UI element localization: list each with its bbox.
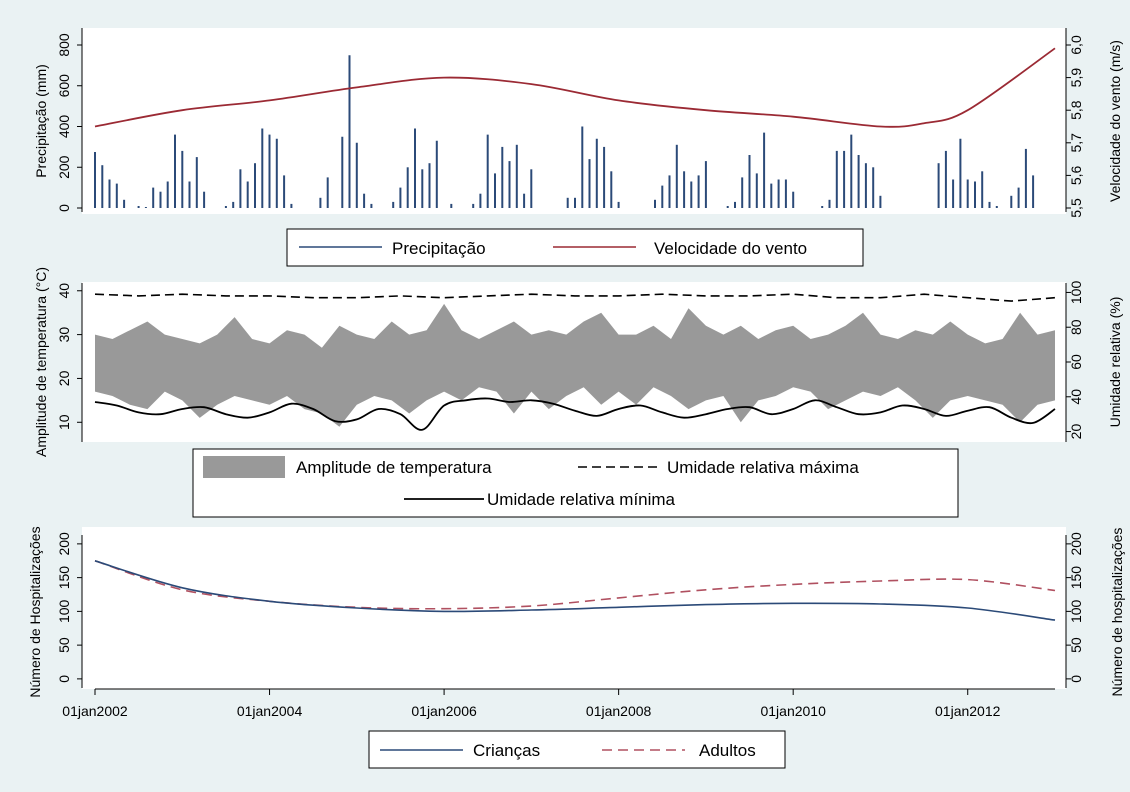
legend-label-criancas: Crianças xyxy=(473,741,540,760)
legend-label-umidade-maxima: Umidade relativa máxima xyxy=(667,458,859,477)
panel3-legend: Crianças Adultos xyxy=(368,730,786,769)
min-humidity-line xyxy=(94,397,1056,431)
panel1-right-axis: 5,5 5,6 5,7 5,8 5,9 6,0 xyxy=(1065,28,1084,218)
precipitation-bars xyxy=(94,55,1035,208)
panel3-x-tick-label: 01jan2010 xyxy=(760,703,826,719)
panel-precipitation-wind: 0 200 400 600 800 5,5 5,6 5,7 5,8 5,9 6,0 Precipi… xyxy=(33,28,1123,267)
panel3-x-axis: 01jan2002 01jan2004 01jan2006 01jan2008 01ja… xyxy=(62,688,1055,719)
panel1-right-tick-label: 5,9 xyxy=(1068,68,1084,88)
panel3-left-ylabel: Número de Hospitalizações xyxy=(27,526,43,697)
panel3-right-tick-label: 150 xyxy=(1068,566,1084,590)
panel3-x-tick-label: 01jan2012 xyxy=(935,703,1001,719)
panel3-left-tick-label: 0 xyxy=(56,675,72,683)
panel-temperature-humidity: 10 20 30 40 20 40 60 80 100 Amplitude de temper… xyxy=(33,267,1123,518)
panel1-right-tick-label: 5,8 xyxy=(1068,100,1084,120)
temperature-range-band xyxy=(95,303,1055,427)
panel3-right-tick-label: 50 xyxy=(1068,637,1084,653)
panel2-right-tick-label: 60 xyxy=(1068,354,1084,370)
panel3-right-tick-label: 0 xyxy=(1068,675,1084,683)
panel1-right-tick-label: 5,6 xyxy=(1068,165,1084,185)
panel1-left-tick-label: 200 xyxy=(56,155,72,179)
panel3-x-tick-label: 01jan2008 xyxy=(586,703,652,719)
panel2-right-tick-label: 20 xyxy=(1068,424,1084,440)
panel2-right-axis: 20 40 60 80 100 xyxy=(1065,281,1084,442)
legend-label-velocidade: Velocidade do vento xyxy=(654,239,807,258)
criancas-line xyxy=(94,560,1056,621)
panel2-legend: Amplitude de temperatura Umidade relativ… xyxy=(192,448,959,518)
panel2-right-tick-label: 100 xyxy=(1068,281,1084,305)
panel3-right-ylabel: Número de hospitalizações xyxy=(1109,528,1125,697)
panel1-plot-area xyxy=(82,28,1066,214)
legend-label-umidade-minima: Umidade relativa mínima xyxy=(487,490,676,509)
panel1-left-axis: 0 200 400 600 800 xyxy=(56,28,83,212)
panel3-left-tick-label: 200 xyxy=(56,532,72,556)
legend-key-amplitude xyxy=(203,456,285,478)
panel3-left-axis: 0 50 100 150 200 xyxy=(56,532,83,688)
panel1-left-tick-label: 800 xyxy=(56,33,72,57)
panel2-legend-box xyxy=(192,448,959,518)
panel1-left-tick-label: 600 xyxy=(56,74,72,98)
panel1-right-tick-label: 5,5 xyxy=(1068,198,1084,218)
panel3-left-tick-label: 100 xyxy=(56,599,72,623)
panel1-left-tick-label: 400 xyxy=(56,115,72,139)
panel2-left-tick-label: 10 xyxy=(56,414,72,430)
panel2-right-tick-label: 40 xyxy=(1068,389,1084,405)
panel3-right-tick-label: 100 xyxy=(1068,599,1084,623)
panel2-left-tick-label: 20 xyxy=(56,370,72,386)
panel2-left-tick-label: 40 xyxy=(56,283,72,299)
max-humidity-line xyxy=(94,293,1056,302)
panel2-left-ylabel: Amplitude de temperatura (°C) xyxy=(33,267,49,457)
panel2-left-axis: 10 20 30 40 xyxy=(56,283,83,442)
panel2-right-tick-label: 80 xyxy=(1068,319,1084,335)
legend-label-amplitude: Amplitude de temperatura xyxy=(296,458,492,477)
panel1-right-tick-label: 5,7 xyxy=(1068,133,1084,153)
panel3-right-axis: 0 50 100 150 200 xyxy=(1065,532,1084,688)
wind-speed-line xyxy=(94,47,1056,128)
panel1-legend: Precipitação Velocidade do vento xyxy=(286,228,864,267)
panel1-right-ylabel: Velocidade do vento (m/s) xyxy=(1107,40,1123,202)
panel3-x-tick-label: 01jan2004 xyxy=(237,703,303,719)
panel2-left-tick-label: 30 xyxy=(56,327,72,343)
panel3-left-tick-label: 50 xyxy=(56,637,72,653)
panel3-x-tick-label: 01jan2002 xyxy=(62,703,128,719)
panel3-right-tick-label: 200 xyxy=(1068,532,1084,556)
panel1-left-tick-label: 0 xyxy=(56,204,72,212)
panel2-right-ylabel: Umidade relativa (%) xyxy=(1107,297,1123,428)
panel3-x-tick-label: 01jan2006 xyxy=(411,703,477,719)
panel1-left-ylabel: Precipitação (mm) xyxy=(33,64,49,178)
panel3-left-tick-label: 150 xyxy=(56,566,72,590)
legend-label-precipitacao: Precipitação xyxy=(392,239,486,258)
panel1-right-tick-label: 6,0 xyxy=(1068,35,1084,55)
legend-label-adultos: Adultos xyxy=(699,741,756,760)
adultos-line xyxy=(94,560,1056,610)
